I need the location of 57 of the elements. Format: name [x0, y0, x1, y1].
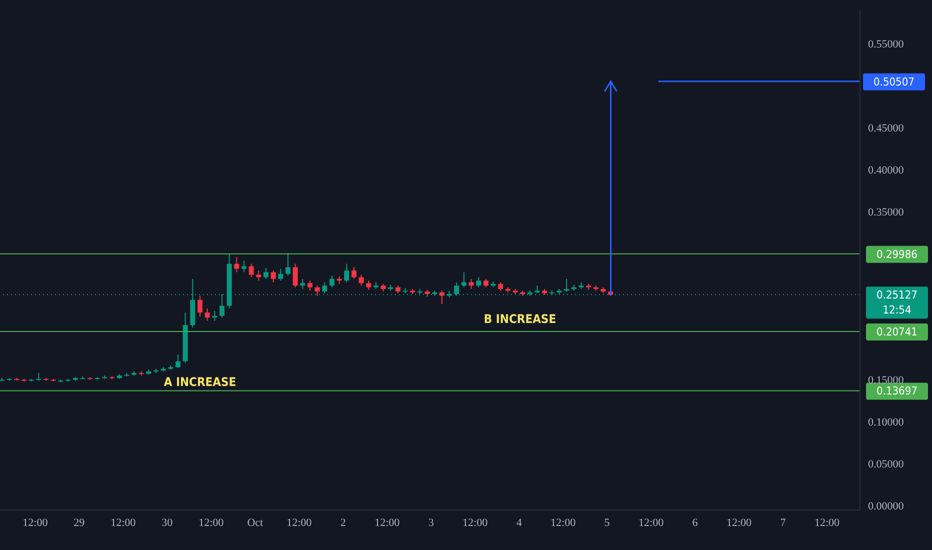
candlestick	[300, 278, 306, 290]
x-tick-label: 12:00	[286, 516, 312, 529]
candlestick	[307, 280, 312, 292]
candlestick	[248, 263, 254, 278]
x-tick-label: 29	[74, 516, 86, 529]
candlestick	[344, 263, 350, 283]
x-tick-label: 7	[780, 516, 786, 529]
ref-line-label: 0.25127 12:54	[876, 288, 918, 317]
annotation: A INCREASE	[164, 375, 236, 389]
candlestick	[314, 285, 320, 296]
y-tick-label: 0.10000	[868, 416, 904, 429]
candlestick	[292, 263, 298, 288]
annotation: B INCREASE	[484, 312, 556, 326]
y-tick-label: 0.40000	[868, 164, 904, 177]
candlestick	[476, 276, 482, 288]
y-tick-label: 0.55000	[868, 38, 904, 51]
candlestick	[234, 256, 240, 273]
x-tick-label: 6	[692, 516, 698, 529]
candlestick	[329, 275, 334, 288]
x-tick-label: 12:00	[374, 516, 400, 529]
candlestick	[461, 272, 466, 288]
candlestick	[270, 270, 276, 283]
candlestick	[241, 260, 246, 273]
x-tick-label: 4	[516, 516, 522, 529]
x-tick-label: 12:00	[638, 516, 664, 529]
candlestick	[256, 270, 262, 282]
candlestick	[358, 274, 364, 286]
candlestick	[366, 280, 372, 290]
x-tick-label: 12:00	[22, 516, 48, 529]
candlestick	[285, 252, 290, 276]
y-tick-label: 0.45000	[868, 122, 904, 135]
candlestick	[175, 354, 180, 368]
x-tick-label: 2	[340, 516, 346, 529]
x-tick-label: 12:00	[550, 516, 576, 529]
x-tick-label: 3	[428, 516, 434, 529]
candlestick	[278, 268, 284, 282]
data-label: 0.50507	[874, 75, 914, 88]
candlestick	[468, 278, 474, 290]
ref-line-label: 0.13697	[876, 384, 918, 398]
x-tick-label: 12:00	[814, 516, 840, 529]
x-tick-label: 12:00	[110, 516, 136, 529]
candlestick	[263, 267, 268, 280]
y-tick-label: 0.00000	[868, 500, 904, 513]
candlestick	[351, 266, 356, 280]
candlestick	[204, 308, 210, 322]
candlestick	[322, 282, 328, 294]
x-tick-label: 30	[162, 516, 174, 529]
candlestick	[197, 295, 202, 318]
x-tick-label: 12:00	[462, 516, 488, 529]
x-tick-label: 12:00	[198, 516, 224, 529]
y-tick-label: 0.35000	[868, 206, 904, 219]
x-tick-label: 12:00	[726, 516, 752, 529]
x-tick-label: 5	[604, 516, 610, 529]
y-tick-label: 0.05000	[868, 458, 904, 471]
ref-line-label: 0.29986	[876, 248, 918, 261]
x-tick-label: Oct	[247, 516, 264, 529]
ref-line-label: 0.20741	[876, 326, 918, 339]
